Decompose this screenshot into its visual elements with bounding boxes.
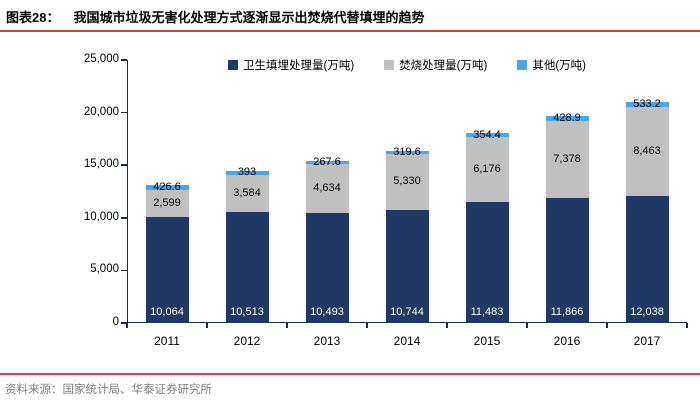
bar-value-label: 3,584 (233, 187, 261, 200)
bar-value-label: 2,599 (153, 196, 181, 209)
bar-value-label: 426.6 (153, 181, 181, 194)
x-axis-tickmark (206, 323, 208, 328)
legend-swatch-icon (384, 60, 395, 70)
bar-value-label: 319.6 (393, 145, 421, 158)
bar-segment-1-2017 (625, 196, 669, 323)
bar-segment-3-2013 (305, 161, 349, 164)
x-axis-tickmark (686, 323, 688, 328)
x-axis-category-label: 2017 (633, 334, 661, 348)
y-axis-tick-label: 25,000 (83, 53, 119, 65)
bar-segment-1-2015 (465, 202, 509, 323)
bar-value-label: 4,634 (313, 181, 341, 194)
bar-value-label: 11,483 (470, 306, 504, 318)
bar-value-label: 533.2 (633, 98, 661, 111)
bar-value-label: 10,744 (390, 306, 424, 318)
x-axis-category-label: 2014 (393, 334, 421, 348)
bar-value-label: 6,176 (473, 163, 501, 176)
legend-item-2: 焚烧处理量(万吨) (384, 57, 487, 73)
legend-item-3: 其他(万吨) (517, 57, 586, 73)
bar-segment-3-2016 (545, 116, 589, 121)
bar-value-label: 8,463 (633, 145, 661, 158)
legend-label: 其他(万吨) (532, 60, 586, 72)
y-axis-tickmark (121, 217, 127, 219)
bar-segment-1-2013 (305, 212, 349, 323)
bar-segment-1-2016 (545, 198, 589, 323)
bar-segment-3-2017 (625, 101, 669, 108)
x-axis-category-label: 2012 (233, 334, 261, 348)
x-axis-tickmark (606, 323, 608, 328)
x-axis-category-label: 2013 (313, 334, 341, 348)
legend-item-1: 卫生填埋处理量(万吨) (227, 57, 355, 73)
legend-swatch-icon (227, 60, 238, 70)
bar-segment-1-2012 (225, 212, 269, 323)
bar-value-label: 267.6 (313, 155, 341, 168)
bar-segment-1-2011 (145, 217, 189, 323)
bar-segment-2-2017 (625, 107, 669, 197)
legend-label: 卫生填埋处理量(万吨) (242, 60, 355, 72)
bar-value-label: 10,513 (230, 306, 264, 318)
bar-segment-2-2016 (545, 120, 589, 199)
x-axis-tickmark (366, 323, 368, 328)
bar-segment-3-2015 (465, 133, 509, 138)
y-axis-tick-label: 15,000 (83, 158, 119, 171)
y-axis-tick-label: 0 (112, 316, 119, 328)
y-axis-tickmark (121, 322, 127, 324)
bar-segment-2-2014 (385, 153, 429, 210)
y-axis-tick-label: 20,000 (83, 105, 119, 118)
bar-segment-2-2013 (305, 163, 349, 213)
legend-label: 焚烧处理量(万吨) (399, 60, 488, 72)
y-axis-tickmark (121, 59, 127, 61)
bar-segment-3-2014 (385, 150, 429, 154)
bar-value-label: 354.4 (473, 128, 501, 141)
bar-value-label: 7,378 (553, 152, 581, 165)
bar-segment-3-2012 (225, 170, 269, 175)
bar-segment-2-2011 (145, 189, 189, 218)
y-axis-tickmark (121, 164, 127, 166)
y-axis-tick-label: 5,000 (90, 263, 119, 276)
bar-value-label: 10,064 (150, 306, 184, 318)
bar-segment-2-2012 (225, 174, 269, 213)
y-axis-tickmark (121, 269, 127, 272)
top-divider-line (0, 30, 700, 32)
y-axis-tick-label: 10,000 (83, 210, 119, 223)
y-axis-tickmark (121, 111, 127, 114)
x-axis-tickmark (126, 323, 128, 328)
x-axis-tickmark (526, 323, 528, 328)
bar-value-label: 393 (237, 166, 257, 179)
legend-swatch-icon (517, 60, 528, 70)
chart-legend: 卫生填埋处理量(万吨) 焚烧处理量(万吨) 其他(万吨) (127, 57, 687, 73)
figure-header: 图表28： 我国城市垃圾无害化处理方式逐渐显示出焚烧代替填埋的趋势 (6, 7, 694, 26)
figure-title: 我国城市垃圾无害化处理方式逐渐显示出焚烧代替填埋的趋势 (73, 10, 425, 25)
x-axis-category-label: 2016 (553, 334, 581, 348)
bar-value-label: 12,038 (630, 306, 664, 318)
source-note: 资料来源：国家统计局、华泰证券研究所 (5, 384, 212, 396)
bar-value-label: 5,330 (393, 175, 421, 188)
figure-number: 图表28： (6, 10, 60, 25)
bar-value-label: 10,493 (310, 306, 344, 318)
x-axis-category-label: 2011 (154, 334, 180, 348)
x-axis-category-label: 2015 (473, 334, 501, 348)
x-axis-tickmark (286, 323, 288, 328)
bar-value-label: 428.9 (553, 111, 581, 124)
bar-segment-2-2015 (465, 137, 509, 203)
bottom-divider-line (0, 373, 700, 375)
x-axis-tickmark (446, 323, 448, 328)
bar-segment-3-2011 (145, 185, 189, 190)
bar-segment-1-2014 (385, 209, 429, 323)
bar-value-label: 11,866 (550, 306, 584, 318)
